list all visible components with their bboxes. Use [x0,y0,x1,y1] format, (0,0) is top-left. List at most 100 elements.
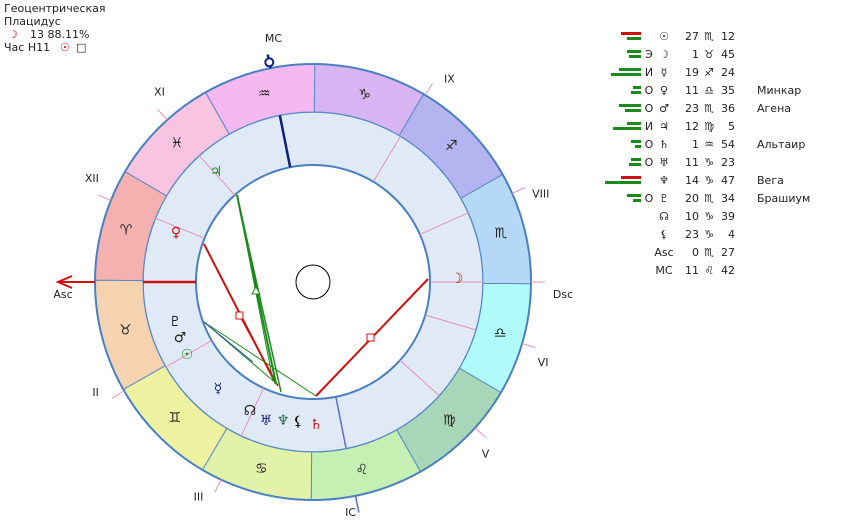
mc-knob [264,57,275,68]
wheel-planet: ♆ [277,413,290,429]
row-minutes: 45 [721,48,735,61]
house-label: Asc [53,288,72,301]
zodiac-glyph: ♒ [258,86,271,102]
aspect-line [203,321,254,363]
zodiac-glyph: ♏ [494,225,507,241]
house-cusp-outer [157,109,168,121]
wheel-planet: ☿ [214,381,223,397]
header-line: Плацидус [4,15,61,28]
row-sign: ♐ [704,66,714,79]
row-mark: О [645,102,654,115]
row-mark: О [645,84,654,97]
row-planet: ☉ [659,30,669,43]
row-minutes: 42 [721,264,735,277]
row-degree: 11 [685,156,699,169]
row-degree: 0 [692,246,699,259]
row-star: Агена [757,102,791,115]
wheel-planet: ♇ [169,314,182,330]
house-cusp-outer [97,194,112,201]
hour-glyph: ☉ [60,41,70,54]
row-sign: ♑ [704,156,714,169]
house-cusp [198,155,236,196]
row-planet: MC [655,264,672,277]
row-degree: 12 [685,120,699,133]
strength-bar [631,158,641,161]
row-mark: О [645,138,654,151]
strength-bar [633,199,641,202]
wheel-planet: ☊ [244,403,256,419]
row-planet: ♀ [660,84,668,97]
row-sign: ♒ [704,138,714,151]
row-mark: И [645,66,653,79]
zodiac-glyph: ♈ [120,222,133,238]
row-planet: ☽ [659,48,669,61]
row-degree: 1 [692,48,699,61]
row-star: Альтаир [757,138,805,151]
house-cusp [155,217,205,239]
house-cusp [425,314,477,331]
row-sign: ♉ [704,48,714,61]
house-label: XI [154,85,165,98]
zodiac-glyph: ♎ [494,326,507,342]
row-sign: ♏ [704,192,714,205]
wheel-planet: ♅ [260,413,273,429]
wheel-planet: ♂ [174,330,187,346]
row-minutes: 54 [721,138,735,151]
house-cusp [165,340,212,368]
row-minutes: 47 [721,174,735,187]
house-cusp [278,115,292,168]
wheel-planet: ♄ [310,417,323,433]
row-minutes: 5 [728,120,735,133]
house-cusp [419,212,469,235]
row-minutes: 23 [721,156,735,169]
row-mark: Э [645,48,653,61]
row-degree: 20 [685,192,699,205]
row-planet: ♄ [659,138,669,151]
row-sign: ♑ [704,228,714,241]
row-degree: 11 [685,84,699,97]
moon-info: 13 88.11% [30,28,89,41]
row-sign: ♏ [704,30,714,43]
row-minutes: 39 [721,210,735,223]
house-cusp-outer [354,495,360,513]
house-label: III [194,490,204,503]
zodiac-glyph: ♋ [255,461,268,477]
wheel-planet: ♀ [171,225,181,241]
house-label: IC [345,506,356,519]
row-mark: О [645,156,654,169]
row-planet: ♇ [659,192,669,205]
center-circle [295,264,331,300]
house-cusp-outer [474,427,486,438]
zodiac-glyph: ♊ [168,410,181,426]
strength-bar [627,50,641,53]
row-minutes: 12 [721,30,735,43]
hour-label: Час H11 [4,41,50,54]
asc-arrow [55,275,73,289]
row-degree: 19 [685,66,699,79]
row-mark: О [645,192,654,205]
house-label: XII [85,172,99,185]
zodiac-glyph: ♑ [358,87,371,103]
row-minutes: 4 [728,228,735,241]
header-line: Геоцентрическая [4,2,106,15]
strength-bar [619,104,641,107]
house-cusp-outer [214,479,222,493]
row-sign: ♍ [704,120,714,133]
row-sign: ♑ [704,174,714,187]
row-degree: 1 [692,138,699,151]
strength-bar [611,73,641,76]
strength-bar [627,194,641,197]
strength-bar [629,163,641,166]
strength-bar [627,37,641,40]
row-mark: И [645,120,653,133]
strength-bar [621,176,641,179]
house-cusp-outer [111,390,125,399]
aspect-triangle [251,285,261,295]
row-minutes: 36 [721,102,735,115]
house-cusp-outer [511,187,526,194]
row-degree: 23 [685,228,699,241]
row-minutes: 24 [721,66,735,79]
row-sign: ♏ [704,102,714,115]
house-label: Dsc [553,288,573,301]
wheel-planet: ♃ [210,164,223,180]
